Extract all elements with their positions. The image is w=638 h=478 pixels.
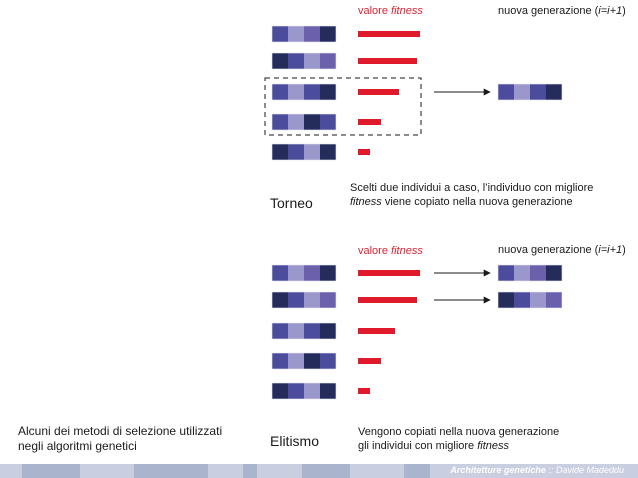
elitismo-individual-1-gene — [272, 265, 288, 281]
elitismo-new-generation-1-gene — [514, 265, 530, 281]
torneo-fitness-header: valore fitness — [358, 5, 423, 17]
torneo-individual-3-gene — [288, 84, 304, 100]
elitismo-individual-2-gene — [320, 292, 336, 308]
torneo-individual-1-gene — [288, 26, 304, 42]
torneo-fitness-bar-4 — [358, 119, 381, 125]
footer-pattern — [22, 464, 430, 478]
footer-block — [22, 464, 80, 478]
elitismo-individual-3-gene — [304, 323, 320, 339]
torneo-individual-4-gene — [304, 114, 320, 130]
elitismo-new-generation-2-gene — [546, 292, 562, 308]
torneo-individual-4-outline — [271, 113, 337, 131]
torneo-fitness-bar-5 — [358, 149, 370, 155]
elitismo-fitness-header: valore fitness — [358, 245, 423, 257]
elitismo-individual-5-gene — [304, 383, 320, 399]
elitismo-individual-3-gene — [288, 323, 304, 339]
torneo-individual-1-outline — [271, 25, 337, 43]
elitismo-new-generation-1-gene — [546, 265, 562, 281]
elitismo-fitness-bar-1 — [358, 270, 420, 276]
torneo-individual-3-gene — [320, 84, 336, 100]
elitismo-new-generation-1-outline — [497, 264, 563, 282]
torneo-new-generation-1-gene — [514, 84, 530, 100]
elitismo-new-generation-1-gene — [530, 265, 546, 281]
elitismo-individual-3-gene — [272, 323, 288, 339]
torneo-fitness-bar-1 — [358, 31, 420, 37]
elitismo-description: Vengono copiati nella nuova generazione … — [358, 426, 560, 452]
torneo-new-generation-1-gene — [498, 84, 514, 100]
footer-credit: Architetture genetiche :: Davide Madeddu — [450, 465, 624, 475]
elitismo-new-generation-1-gene — [498, 265, 514, 281]
elitismo-individual-1-outline — [271, 264, 337, 282]
elitismo-new-generation-2-outline — [497, 291, 563, 309]
elitismo-individual-4-gene — [288, 353, 304, 369]
torneo-fitness-bar-2 — [358, 58, 417, 64]
elitismo-fitness-bar-2 — [358, 297, 417, 303]
elitismo-fitness-bar-3 — [358, 328, 395, 334]
elitismo-individual-4-gene — [304, 353, 320, 369]
elitismo-new-generation-2-gene — [498, 292, 514, 308]
elitismo-individual-2-outline — [271, 291, 337, 309]
elitismo-fitness-bar-4 — [358, 358, 381, 364]
elitismo-individual-5-gene — [288, 383, 304, 399]
torneo-new-generation-1-gene — [546, 84, 562, 100]
torneo-individual-3-outline — [271, 83, 337, 101]
elitismo-individual-3-outline — [271, 322, 337, 340]
elitismo-individual-4-gene — [320, 353, 336, 369]
torneo-individual-5-outline — [271, 143, 337, 161]
torneo-individual-1-gene — [320, 26, 336, 42]
torneo-tournament-box — [264, 77, 422, 136]
torneo-individual-4-gene — [288, 114, 304, 130]
torneo-description: Scelti due individui a caso, l’individuo… — [350, 182, 594, 208]
elitismo-individual-1-gene — [320, 265, 336, 281]
footer-block — [404, 464, 430, 478]
elitismo-individual-4-gene — [272, 353, 288, 369]
elitismo-individual-5-gene — [320, 383, 336, 399]
torneo-individual-5-gene — [288, 144, 304, 160]
torneo-individual-2-outline — [271, 52, 337, 70]
footer-block — [302, 464, 350, 478]
elitismo-individual-3-gene — [320, 323, 336, 339]
elitismo-new-generation-2-gene — [530, 292, 546, 308]
elitismo-new-generation-2-gene — [514, 292, 530, 308]
elitismo-individual-2-gene — [288, 292, 304, 308]
torneo-individual-2-gene — [272, 53, 288, 69]
elitismo-title: Elitismo — [270, 433, 320, 449]
torneo-individual-2-gene — [304, 53, 320, 69]
torneo-individual-5-gene — [304, 144, 320, 160]
elitismo-individual-2-gene — [304, 292, 320, 308]
elitismo-individual-5-outline — [271, 382, 337, 400]
torneo-individual-2-gene — [320, 53, 336, 69]
torneo-new-generation-1-outline — [497, 83, 563, 101]
elitismo-generation-header: nuova generazione (i=i+1) — [498, 244, 626, 256]
elitismo-individual-4-outline — [271, 352, 337, 370]
footer-block — [134, 464, 208, 478]
elitismo-fitness-bar-5 — [358, 388, 370, 394]
torneo-individual-5-gene — [272, 144, 288, 160]
torneo-individual-4-gene — [320, 114, 336, 130]
footer-block — [243, 464, 257, 478]
elitismo-individual-1-gene — [304, 265, 320, 281]
elitismo-individual-1-gene — [288, 265, 304, 281]
selection-methods-note: Alcuni dei metodi di selezione utilizzat… — [18, 424, 223, 453]
torneo-individual-3-gene — [272, 84, 288, 100]
torneo-generation-header: nuova generazione (i=i+1) — [498, 5, 626, 17]
torneo-individual-1-gene — [304, 26, 320, 42]
torneo-individual-3-gene — [304, 84, 320, 100]
elitismo-individual-5-gene — [272, 383, 288, 399]
torneo-fitness-bar-3 — [358, 89, 399, 95]
elitismo-individual-2-gene — [272, 292, 288, 308]
torneo-individual-5-gene — [320, 144, 336, 160]
torneo-individual-4-gene — [272, 114, 288, 130]
torneo-new-generation-1-gene — [530, 84, 546, 100]
torneo-title: Torneo — [270, 195, 313, 211]
torneo-individual-1-gene — [272, 26, 288, 42]
torneo-individual-2-gene — [288, 53, 304, 69]
